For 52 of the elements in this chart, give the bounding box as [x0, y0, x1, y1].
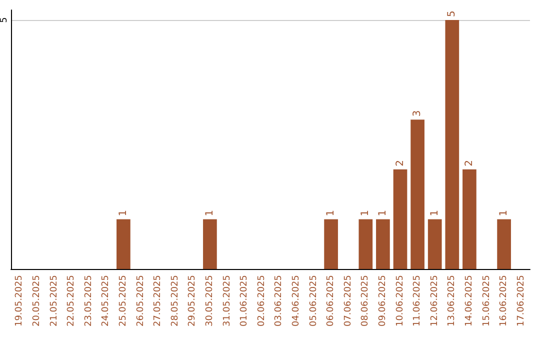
data-label: 1: [118, 210, 129, 216]
x-tick-label: 12.06.2025: [430, 275, 440, 327]
bar: [410, 120, 424, 269]
x-tick-label: 21.05.2025: [49, 275, 60, 327]
x-tick-label: 22.05.2025: [66, 275, 77, 327]
x-tick-label: 09.06.2025: [378, 275, 388, 327]
x-tick-label: 03.06.2025: [274, 275, 284, 327]
bar: [358, 219, 373, 269]
data-label: 1: [377, 210, 388, 216]
bar: [445, 20, 460, 269]
x-tick-label: 02.06.2025: [256, 275, 267, 327]
x-tick-label: 25.05.2025: [118, 275, 128, 327]
x-tick-label: 14.06.2025: [464, 275, 474, 327]
x-tick-label: 24.05.2025: [101, 275, 112, 327]
bar: [393, 169, 408, 269]
x-tick-label: 13.06.2025: [447, 275, 458, 327]
x-tick-label: 11.06.2025: [412, 275, 423, 327]
data-label: 1: [360, 210, 372, 216]
data-label: 1: [204, 210, 216, 216]
data-label: 2: [464, 160, 475, 166]
data-label: 1: [429, 210, 440, 216]
bar: [324, 219, 338, 269]
x-tick-label: 20.05.2025: [32, 275, 42, 327]
bar: [497, 219, 511, 269]
x-tick-label: 07.06.2025: [343, 275, 354, 327]
data-label: 2: [394, 160, 406, 166]
x-tick-label: 16.06.2025: [499, 275, 510, 327]
x-tick-label: 05.06.2025: [308, 275, 319, 327]
bar: [376, 219, 390, 269]
data-label: 3: [412, 110, 424, 117]
x-tick-label: 19.05.2025: [14, 275, 25, 327]
x-tick-label: 01.06.2025: [240, 275, 250, 327]
x-tick-label: 15.06.2025: [482, 275, 492, 327]
bar: [428, 219, 442, 269]
x-tick-label: 28.05.2025: [170, 275, 180, 327]
x-tick-label: 31.05.2025: [222, 275, 232, 327]
x-tick-label: 06.06.2025: [326, 275, 336, 327]
data-label: 1: [326, 210, 337, 216]
bar: [462, 169, 476, 269]
x-tick-label: 10.06.2025: [395, 275, 406, 327]
x-tick-label: 04.06.2025: [291, 275, 302, 327]
x-tick-label: 27.05.2025: [153, 275, 164, 327]
x-tick-label: 17.06.2025: [516, 275, 526, 327]
x-tick-label: 23.05.2025: [84, 275, 94, 327]
x-tick-label: 26.05.2025: [136, 275, 146, 327]
bar: [203, 219, 217, 269]
data-label: 5: [446, 10, 458, 17]
x-tick-label: 08.06.2025: [360, 275, 371, 327]
x-tick-label: 30.05.2025: [204, 275, 215, 327]
bar: [116, 219, 130, 269]
data-label: 1: [498, 210, 510, 216]
x-tick-label: 29.05.2025: [188, 275, 198, 327]
